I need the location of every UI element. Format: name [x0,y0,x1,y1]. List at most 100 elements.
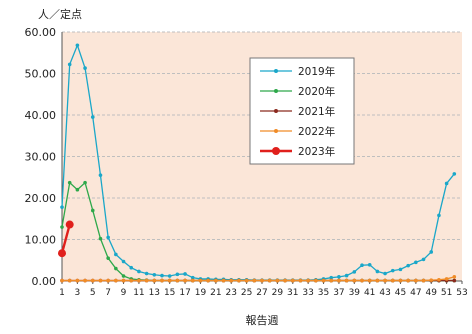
y-axis-label: 人／定点 [38,7,82,21]
legend-label: 2019年 [298,65,335,78]
data-point [421,257,426,262]
data-point [167,278,172,283]
data-point [352,278,357,283]
data-point [360,263,364,268]
data-point [414,278,418,283]
data-point [114,252,118,257]
legend: 2019年 2020年 2021年 2022年 2023年 [249,57,355,165]
data-point [144,271,149,276]
data-point [237,278,241,283]
data-point [98,278,103,283]
x-tick-label: 51 [441,288,452,298]
y-tick-label: 50.00 [25,68,57,81]
series-line [60,224,71,254]
data-point [90,208,95,213]
legend-item: 2022年 [260,125,335,138]
data-point [390,268,395,273]
data-point [306,278,310,283]
data-point [190,275,195,280]
x-tick-label: 23 [226,288,237,298]
y-tick-label: 40.00 [25,109,57,122]
x-tick-label: 53 [456,288,467,298]
x-tick-label: 3 [75,288,81,298]
data-point [275,278,280,283]
y-tick-label: 20.00 [25,192,57,205]
x-tick-label: 45 [395,288,406,298]
data-point [114,278,118,283]
data-point [198,278,203,283]
data-point [214,278,218,283]
data-point [60,278,64,283]
data-point [160,273,164,278]
data-point [444,181,449,186]
data-point [406,278,410,283]
data-point [65,220,74,229]
data-point [406,263,410,268]
data-point [421,278,426,283]
data-point [167,274,172,278]
x-tick-label: 33 [302,288,313,298]
data-point [121,259,126,264]
data-point [298,278,303,283]
data-point [329,278,334,283]
data-point [344,278,349,283]
x-tick-label: 11 [133,288,144,298]
legend-swatch-marker [274,69,278,73]
series-lines [58,43,457,283]
data-point [452,278,457,283]
legend-label: 2022年 [298,125,335,138]
legend-label: 2021年 [298,105,335,118]
data-point [221,278,226,283]
data-point [60,225,64,229]
data-point [152,272,157,277]
x-tick-label: 9 [121,288,127,298]
data-point [144,278,149,283]
data-point [183,272,187,276]
data-point [390,278,395,283]
x-tick-label: 27 [256,288,267,298]
data-point [106,278,110,283]
x-tick-label: 31 [287,288,298,298]
data-point [190,278,195,283]
y-tick-label: 0.00 [32,275,57,288]
legend-item: 2021年 [260,105,335,118]
data-point [175,272,180,277]
data-point [367,278,372,283]
x-tick-label: 13 [149,288,160,298]
data-point [160,278,164,283]
data-point [206,278,210,283]
data-point [252,278,257,283]
data-point [229,278,234,283]
data-point [267,278,272,283]
data-point [244,278,249,283]
data-point [83,66,87,70]
data-point [337,275,341,279]
data-point [183,278,187,283]
data-point [452,275,457,279]
data-point [106,256,110,260]
data-point [429,278,434,282]
data-point [414,260,418,265]
data-point [383,278,387,283]
data-point [90,115,95,119]
data-point [290,278,295,283]
data-point [75,43,80,48]
x-tick-label: 25 [241,288,252,298]
x-tick-label: 29 [272,288,284,298]
data-point [321,278,326,283]
data-point [344,273,349,278]
data-point [437,277,441,282]
data-point [121,274,126,278]
data-point [83,180,87,185]
x-tick-label: 39 [349,288,361,298]
data-point [90,278,95,283]
legend-label: 2020年 [298,85,335,98]
data-point [429,250,434,254]
x-tick-label: 37 [333,288,344,298]
data-point [337,278,341,283]
data-point [114,266,118,271]
data-point [137,269,141,274]
data-point [283,278,287,283]
x-tick-label: 7 [105,288,111,298]
